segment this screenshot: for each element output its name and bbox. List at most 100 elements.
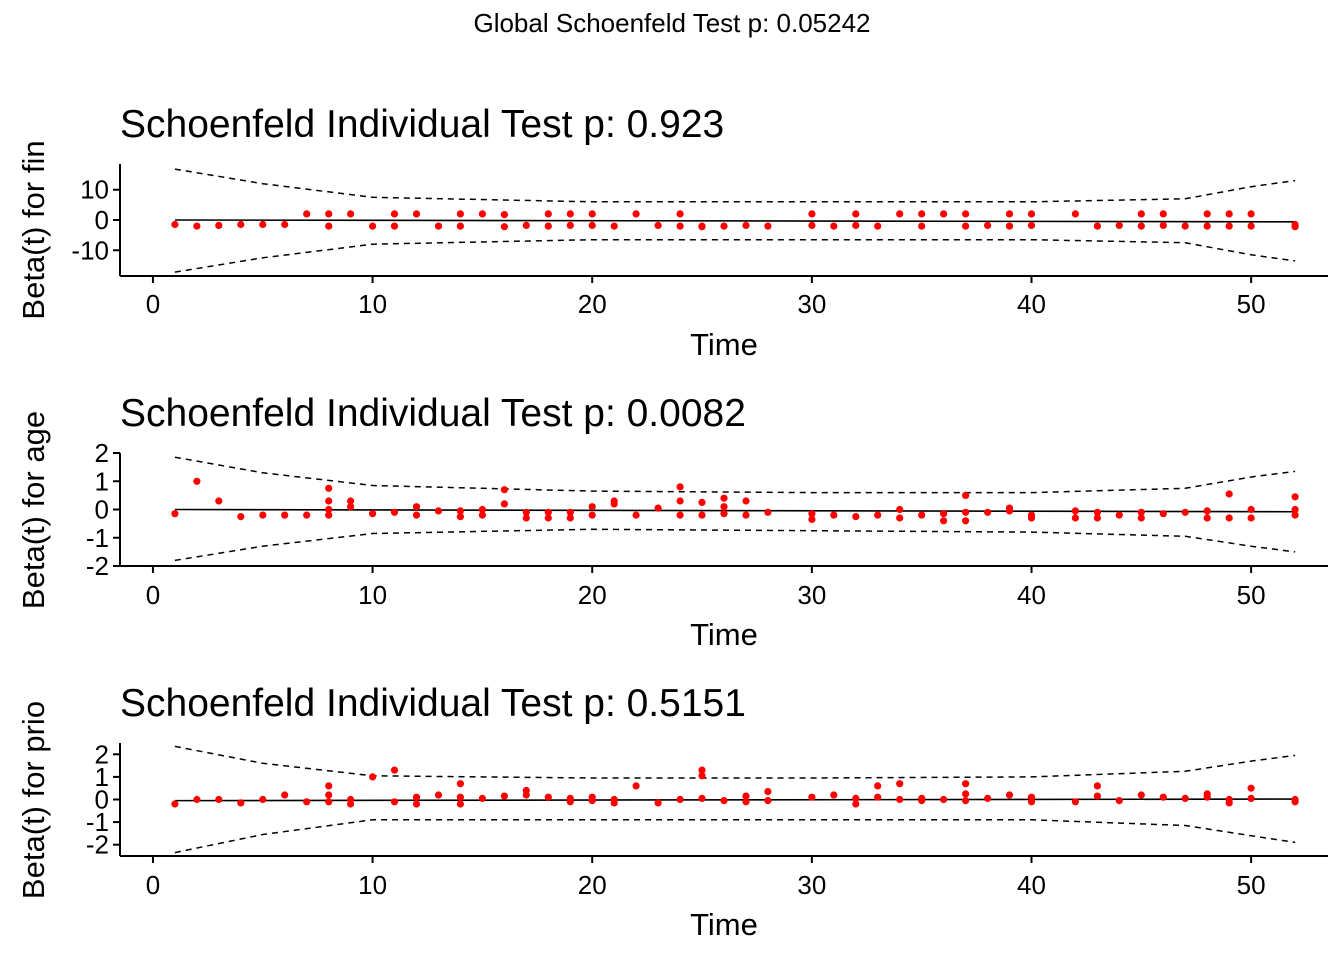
confidence-band-lower [174,238,1296,273]
data-point [1027,514,1036,522]
data-point [918,511,926,519]
data-point [1093,782,1101,790]
data-point [478,505,486,514]
data-point [1247,794,1255,803]
data-point [742,798,750,806]
data-point [369,773,377,781]
data-point [566,221,574,229]
data-point [1203,222,1211,230]
data-point [940,210,948,218]
data-point [1247,505,1255,514]
beta-fit-line [174,798,1296,802]
data-point [544,508,552,516]
data-point [808,210,816,218]
data-point [325,782,333,790]
data-point [874,511,882,519]
y-tick-label: -10 [71,235,109,265]
data-point [1005,791,1014,799]
x-tick-label: 0 [146,580,160,610]
x-tick-label: 10 [358,580,387,610]
data-point [1203,514,1211,522]
y-tick-label: 0 [95,785,109,815]
data-point [742,221,750,229]
data-point [588,797,596,805]
x-tick-label: 0 [146,289,160,319]
data-point [588,511,596,519]
data-point [412,800,421,808]
data-point [193,222,201,230]
data-point [676,497,684,505]
data-point [764,508,772,516]
data-point [522,791,530,799]
panel-2: Schoenfeld Individual Test p: 0.0082 Time… [16,392,1328,652]
data-point [940,510,948,518]
data-point [500,223,508,231]
data-point [1027,798,1036,806]
data-point [1181,508,1189,516]
data-point [390,798,399,806]
data-point [1137,210,1145,218]
data-point [1291,505,1299,514]
x-tick-label: 40 [1017,289,1046,319]
data-point [698,772,706,780]
data-point [456,780,464,788]
y-tick-label: -1 [86,807,109,837]
y-tick-label: 0 [95,495,109,525]
data-point [325,511,333,519]
data-point [1225,222,1233,230]
panel-title: Schoenfeld Individual Test p: 0.923 [120,103,724,146]
data-point [390,222,399,230]
confidence-band-upper [174,745,1296,779]
data-point [544,210,552,218]
panel-1: Schoenfeld Individual Test p: 0.923 Time B… [16,103,1328,362]
data-point [984,794,992,803]
data-point [500,486,508,494]
data-point [434,507,443,515]
data-point [588,210,596,218]
data-point [456,793,464,801]
data-point [742,792,750,800]
data-point [500,792,508,800]
data-point [632,210,640,218]
data-point [962,780,970,788]
data-point [1225,799,1233,807]
global-title: Global Schoenfeld Test p: 0.05242 [473,8,870,38]
data-point [808,510,816,518]
data-point [1093,222,1101,230]
data-point [1291,798,1299,806]
data-point [830,791,838,799]
data-point [412,511,421,519]
data-point [1203,507,1211,515]
data-point [962,491,970,499]
data-point [1071,514,1079,522]
data-point [742,497,750,505]
data-point [1203,210,1211,218]
data-point [259,511,267,519]
data-point [456,222,464,230]
data-point [193,795,201,804]
data-point [434,791,443,799]
data-point [1291,511,1299,519]
data-point [698,766,706,774]
beta-fit-line [174,219,1296,223]
data-point [940,517,948,525]
data-point [347,210,355,218]
data-point [962,790,970,798]
data-point [456,210,464,218]
x-tick-label: 30 [797,289,826,319]
y-tick-label: 1 [95,466,109,496]
data-point [1225,210,1233,218]
data-point [390,210,399,218]
y-tick-label: -1 [86,523,109,553]
data-point [215,795,223,804]
x-tick-label: 50 [1237,289,1266,319]
data-point [1247,222,1255,230]
data-point [764,788,772,796]
data-point [698,223,706,231]
data-point [193,477,201,485]
confidence-band-lower [174,819,1296,854]
data-point [720,494,728,502]
y-axis-title: Beta(t) for prio [16,701,51,899]
data-point [1225,514,1233,522]
